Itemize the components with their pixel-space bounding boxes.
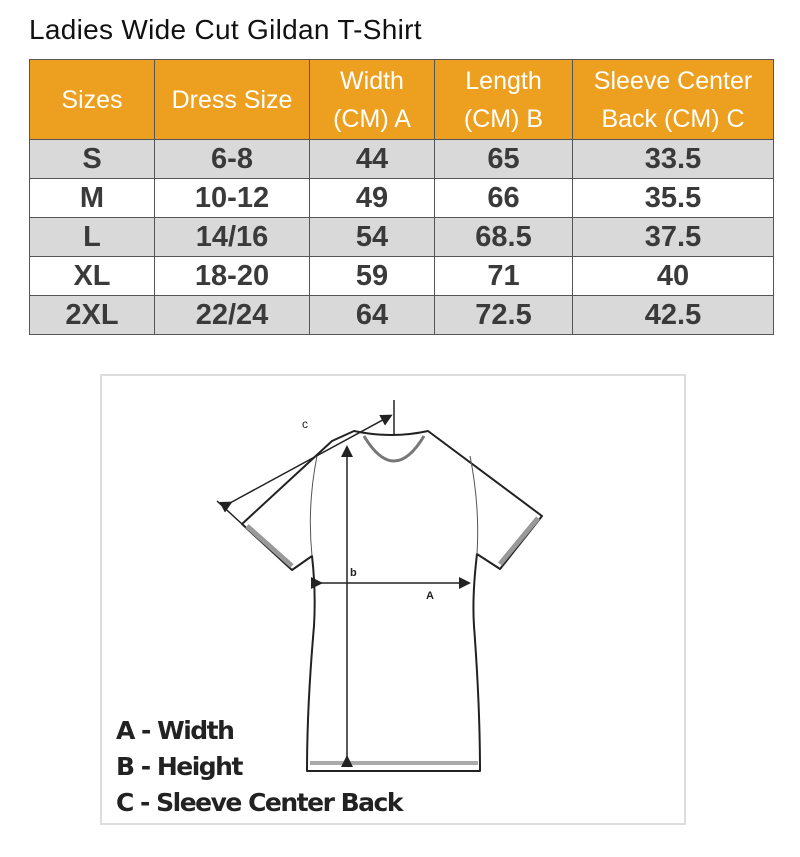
table-header-row: Sizes Dress Size Width (CM) A Length (CM) … xyxy=(29,59,774,140)
cell-sleeve: 33.5 xyxy=(572,139,774,179)
table-row: XL 18-20 59 71 40 xyxy=(29,256,774,296)
header-sizes: Sizes xyxy=(29,59,155,140)
cell-length: 71 xyxy=(434,256,573,296)
tshirt-illustration: b A c xyxy=(216,400,543,772)
table-row: S 6-8 44 65 33.5 xyxy=(29,139,774,179)
header-width: Width (CM) A xyxy=(309,59,435,140)
cell-width: 44 xyxy=(309,139,435,179)
label-b: b xyxy=(350,567,357,579)
cell-size: L xyxy=(29,217,155,257)
size-chart-table: Sizes Dress Size Width (CM) A Length (CM) … xyxy=(29,59,774,335)
label-c: c xyxy=(302,417,308,431)
cell-sleeve: 40 xyxy=(572,256,774,296)
header-sleeve: Sleeve Center Back (CM) C xyxy=(572,59,774,140)
cell-dress-size: 22/24 xyxy=(154,295,310,335)
cell-width: 64 xyxy=(309,295,435,335)
label-a: A xyxy=(426,590,434,602)
legend-sleeve: C - Sleeve Center Back xyxy=(116,788,403,817)
cell-width: 49 xyxy=(309,178,435,218)
cell-size: M xyxy=(29,178,155,218)
table-row: 2XL 22/24 64 72.5 42.5 xyxy=(29,295,774,335)
arrow-c-sleeve xyxy=(219,414,393,513)
cell-length: 72.5 xyxy=(434,295,573,335)
measurement-diagram: b A c A - Width B - Height C - Sleeve Ce… xyxy=(100,374,686,825)
cell-width: 59 xyxy=(309,256,435,296)
legend-width: A - Width xyxy=(116,716,235,745)
table-row: L 14/16 54 68.5 37.5 xyxy=(29,217,774,257)
header-dress-size: Dress Size xyxy=(154,59,310,140)
table-row: M 10-12 49 66 35.5 xyxy=(29,178,774,218)
cell-sleeve: 42.5 xyxy=(572,295,774,335)
cell-dress-size: 14/16 xyxy=(154,217,310,257)
cell-dress-size: 6-8 xyxy=(154,139,310,179)
measurement-arrows xyxy=(216,400,471,767)
header-length: Length (CM) B xyxy=(434,59,573,140)
tshirt-outline xyxy=(241,430,543,772)
cell-dress-size: 10-12 xyxy=(154,178,310,218)
cell-sleeve: 35.5 xyxy=(572,178,774,218)
legend-height: B - Height xyxy=(116,752,243,781)
cell-size: S xyxy=(29,139,155,179)
cell-size: XL xyxy=(29,256,155,296)
cell-length: 66 xyxy=(434,178,573,218)
cell-length: 68.5 xyxy=(434,217,573,257)
cell-sleeve: 37.5 xyxy=(572,217,774,257)
cell-size: 2XL xyxy=(29,295,155,335)
page-title: Ladies Wide Cut Gildan T-Shirt xyxy=(29,14,422,45)
cell-width: 54 xyxy=(309,217,435,257)
cell-length: 65 xyxy=(434,139,573,179)
cell-dress-size: 18-20 xyxy=(154,256,310,296)
